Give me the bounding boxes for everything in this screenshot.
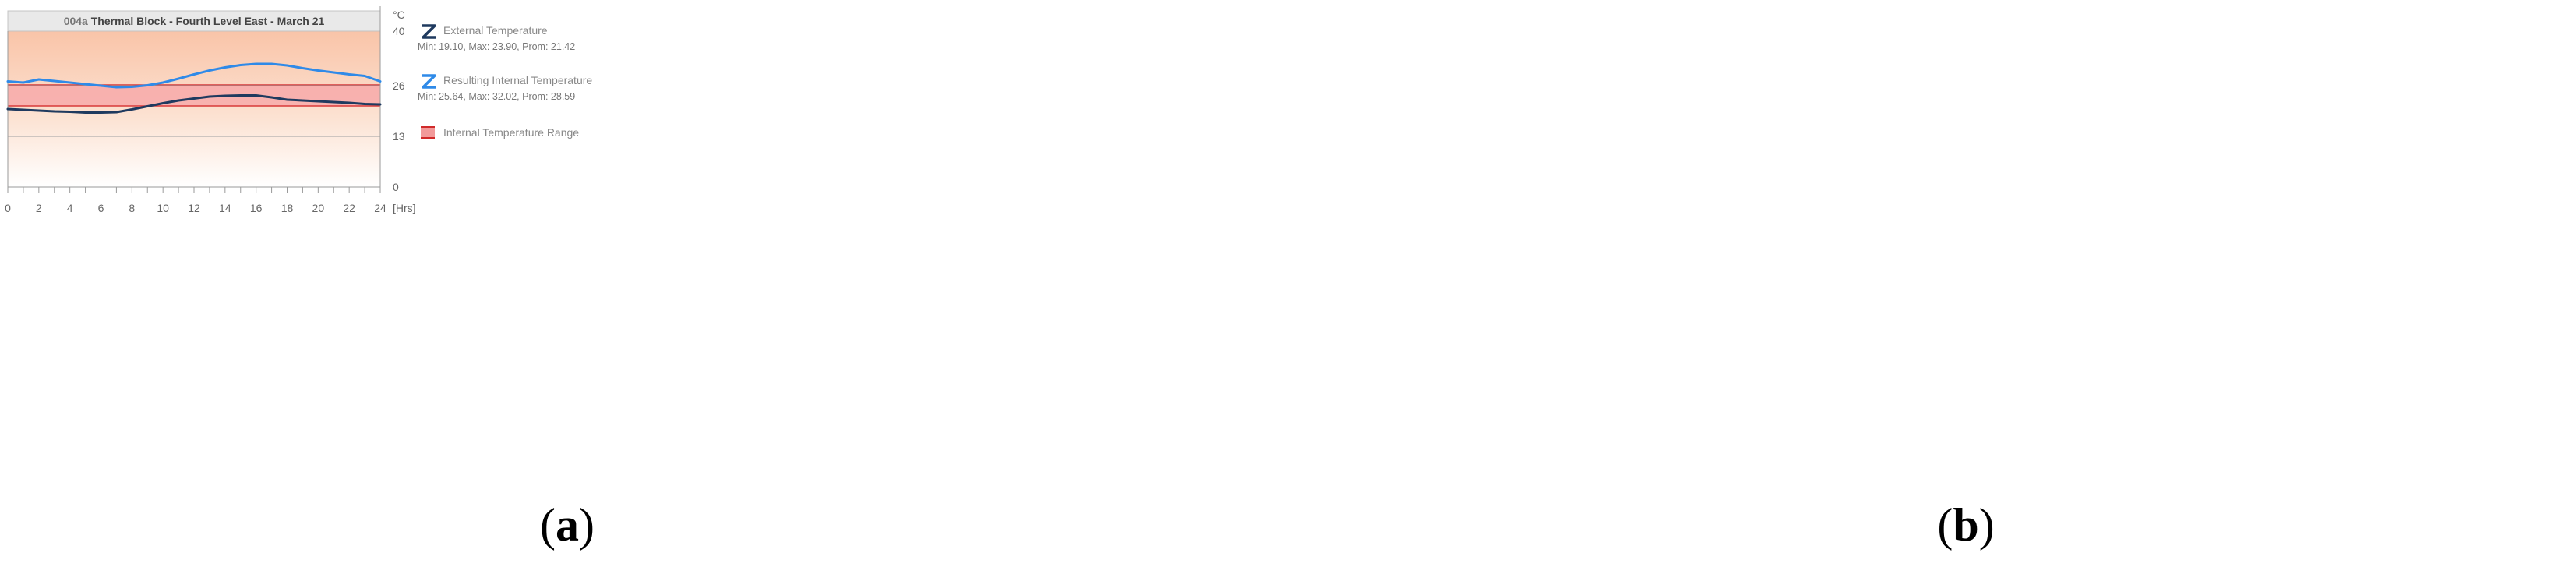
title-bar [7, 10, 381, 32]
caption-b: (b) [1937, 499, 1995, 551]
y-tick-label: 0 [393, 181, 399, 193]
caption-a: (a) [540, 499, 595, 551]
internal-temperature-line [6, 62, 382, 89]
y-tick-label: 13 [393, 130, 405, 143]
x-tick-label: 6 [98, 202, 104, 214]
x-tick-label: 0 [5, 202, 11, 214]
x-tick-label: 12 [188, 202, 200, 214]
x-tick-label: 20 [312, 202, 325, 214]
x-tick-label: 8 [129, 202, 135, 214]
y-axis-unit-label: °C [393, 9, 405, 21]
chart-b-svg: 004a Thermal Block - Fourth Level East -… [1288, 0, 2576, 581]
plot-background [8, 31, 380, 187]
x-tick-label: 22 [343, 202, 355, 214]
x-tick-label: 16 [250, 202, 263, 214]
x-tick-label: 18 [281, 202, 294, 214]
caption-b-letter: b [1953, 499, 1979, 551]
legend-stats: Min: 19.10, Max: 23.90, Prom: 21.42 [418, 41, 575, 52]
legend-label: External Temperature [443, 24, 548, 37]
chart-panel-a: 004a Thermal Block - Fourth Level East -… [5, 6, 595, 551]
y-tick-label: 40 [393, 25, 405, 37]
legend-label: Resulting Internal Temperature [443, 74, 592, 86]
y-tick-label: 26 [393, 79, 405, 92]
external-temperature-line [6, 94, 382, 114]
x-tick-label: 10 [157, 202, 169, 214]
caption-a-letter: a [556, 499, 579, 551]
legend-stats: Min: 25.64, Max: 32.02, Prom: 28.59 [418, 91, 575, 102]
x-tick-label: 2 [36, 202, 42, 214]
red-range-icon [421, 127, 435, 138]
chart-title: 004a Thermal Block - Fourth Level East -… [64, 15, 325, 27]
chart-title-code: 004a [64, 15, 91, 27]
x-axis-unit-label: [Hrs] [393, 202, 416, 214]
x-tick-label: 24 [374, 202, 386, 214]
chart-a-svg: 004a Thermal Block - Fourth Level East -… [5, 6, 592, 214]
dark-z-icon [422, 24, 436, 39]
chart-title-text: Thermal Block - Fourth Level East - Marc… [91, 15, 325, 27]
internal-temperature-range-band [8, 85, 380, 106]
x-tick-label: 4 [67, 202, 73, 214]
chart-panel-b: 004a Thermal Block - Fourth Level East -… [1288, 0, 2576, 581]
x-tick-label: 14 [219, 202, 231, 214]
legend-label: Internal Temperature Range [443, 126, 579, 139]
blue-z-icon [422, 74, 436, 89]
